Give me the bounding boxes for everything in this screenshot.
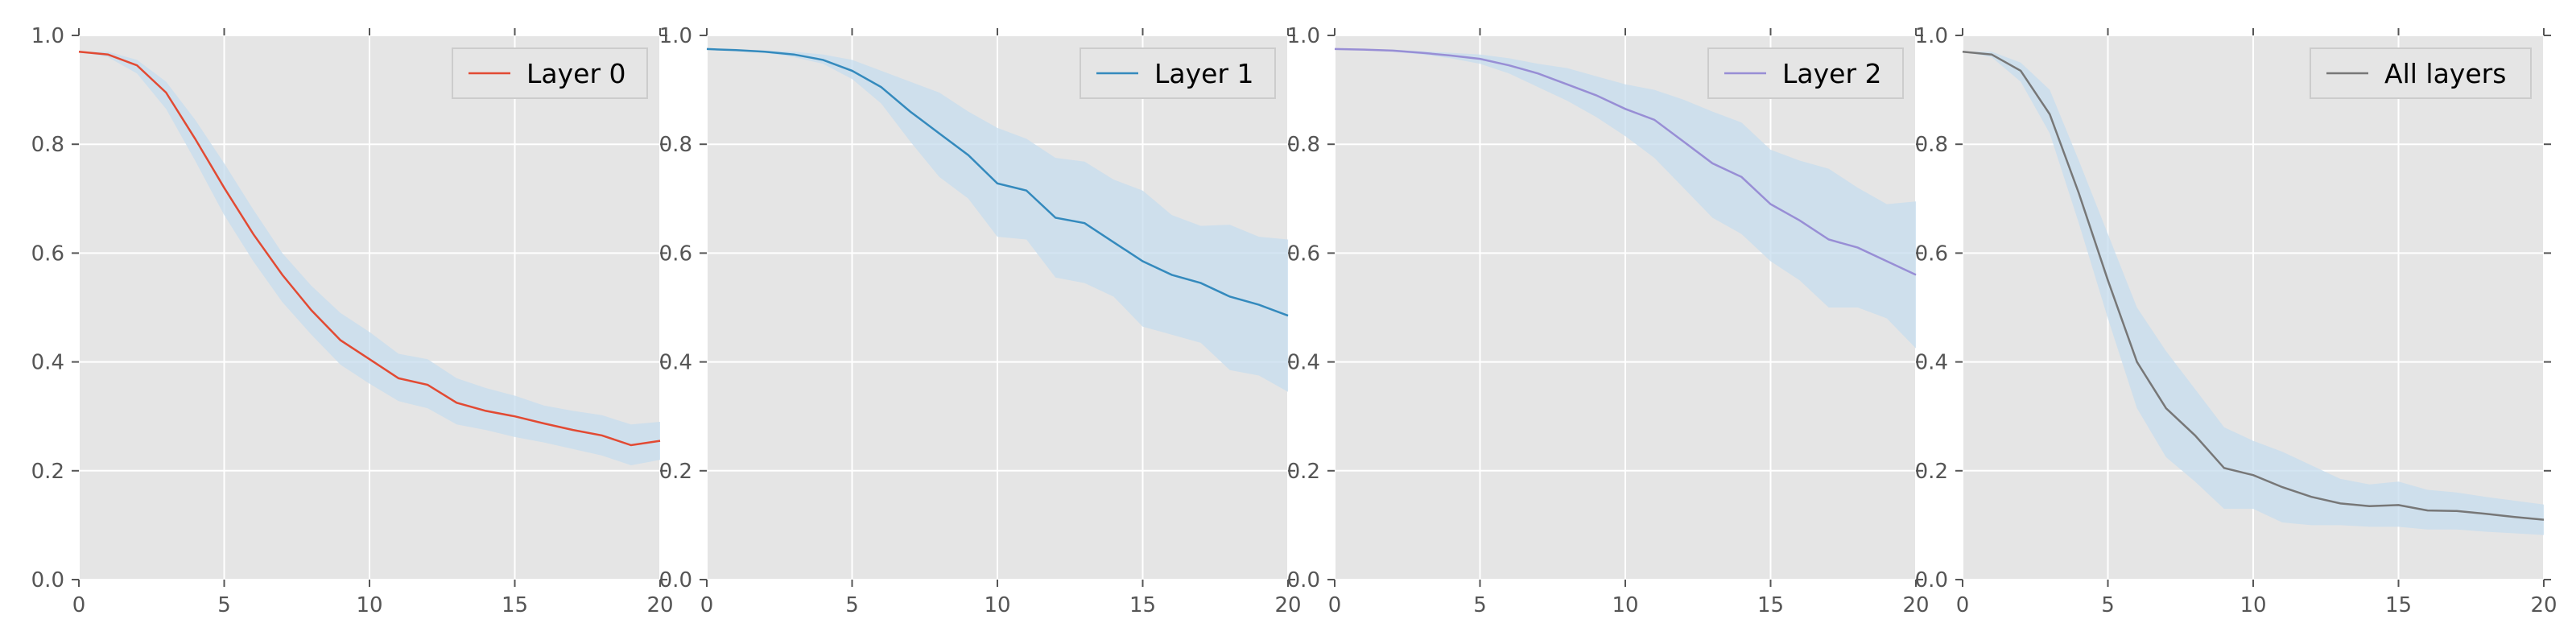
y-tick-label: 0.0 [1915, 568, 1948, 592]
y-tick-label: 0.4 [659, 351, 692, 375]
y-tick-label: 0.4 [1915, 351, 1948, 375]
y-tick-label: 0.8 [1287, 133, 1320, 157]
y-tick-label: 0.4 [31, 351, 64, 375]
confidence-band [79, 52, 660, 466]
y-tick-label: 0.6 [1915, 242, 1948, 266]
legend: All layers [2310, 47, 2532, 99]
series-line-1 [706, 47, 1289, 317]
y-tick-label: 0.6 [1287, 242, 1320, 266]
x-tick-label: 15 [1757, 593, 1784, 617]
x-tick-label: 0 [1956, 593, 1970, 617]
y-tick-label: 0.8 [31, 133, 64, 157]
y-tick-label: 1.0 [659, 24, 692, 48]
x-tick-label: 15 [2385, 593, 2412, 617]
y-tick-label: 0.2 [1287, 460, 1320, 484]
y-tick-label: 0.2 [659, 460, 692, 484]
x-tick-label: 0 [72, 593, 86, 617]
y-tick-label: 0.0 [31, 568, 64, 592]
subplot-2: 0 5 10 15 20 0.0 0.2 0.4 0.6 0.8 1.0 Layer 2 [1287, 24, 1930, 617]
x-tick-label: 15 [502, 593, 528, 617]
x-tick-label: 0 [1328, 593, 1342, 617]
x-tick-label: 20 [2530, 593, 2557, 617]
x-tick-label: 10 [2240, 593, 2266, 617]
x-tick-label: 10 [1612, 593, 1638, 617]
y-tick-label: 0.8 [1915, 133, 1948, 157]
x-tick-label: 20 [1902, 593, 1929, 617]
y-tick-label: 1.0 [1915, 24, 1948, 48]
y-tick-label: 0.8 [659, 133, 692, 157]
x-tick-label: 20 [1274, 593, 1301, 617]
legend: Layer 2 [1707, 47, 1904, 99]
legend-label: Layer 2 [1782, 58, 1882, 89]
y-tick-label: 1.0 [1287, 24, 1320, 48]
legend: Layer 1 [1080, 47, 1276, 99]
y-tick-label: 0.2 [31, 460, 64, 484]
legend-label: All layers [2384, 58, 2506, 89]
confidence-band [707, 48, 1288, 392]
subplot-0: 0 5 10 15 20 0.0 0.2 0.4 0.6 0.8 1.0 Layer 0 [31, 24, 674, 617]
y-tick-label: 0.6 [659, 242, 692, 266]
x-tick-label: 5 [1473, 593, 1487, 617]
series-line-3 [1962, 51, 2545, 521]
x-tick-label: 5 [845, 593, 859, 617]
subplot-1: 0 5 10 15 20 0.0 0.2 0.4 0.6 0.8 1.0 Layer 1 [659, 24, 1302, 617]
subplot-3: 0 5 10 15 20 0.0 0.2 0.4 0.6 0.8 1.0 All layers [1915, 24, 2557, 617]
y-tick-label: 0.0 [1287, 568, 1320, 592]
y-tick-label: 0.4 [1287, 351, 1320, 375]
legend: Layer 0 [452, 47, 648, 99]
series-line-2 [1334, 47, 1917, 276]
x-tick-label: 10 [356, 593, 382, 617]
series-line-0 [78, 51, 661, 447]
x-tick-label: 5 [217, 593, 231, 617]
legend-label: Layer 1 [1154, 58, 1254, 89]
y-tick-label: 0.0 [659, 568, 692, 592]
x-tick-label: 15 [1129, 593, 1156, 617]
y-tick-label: 1.0 [31, 24, 64, 48]
x-tick-label: 20 [646, 593, 673, 617]
y-tick-label: 0.6 [31, 242, 64, 266]
legend-label: Layer 0 [526, 58, 626, 89]
x-tick-label: 10 [984, 593, 1010, 617]
x-tick-label: 5 [2101, 593, 2115, 617]
x-tick-label: 0 [700, 593, 714, 617]
y-tick-label: 0.2 [1915, 460, 1948, 484]
